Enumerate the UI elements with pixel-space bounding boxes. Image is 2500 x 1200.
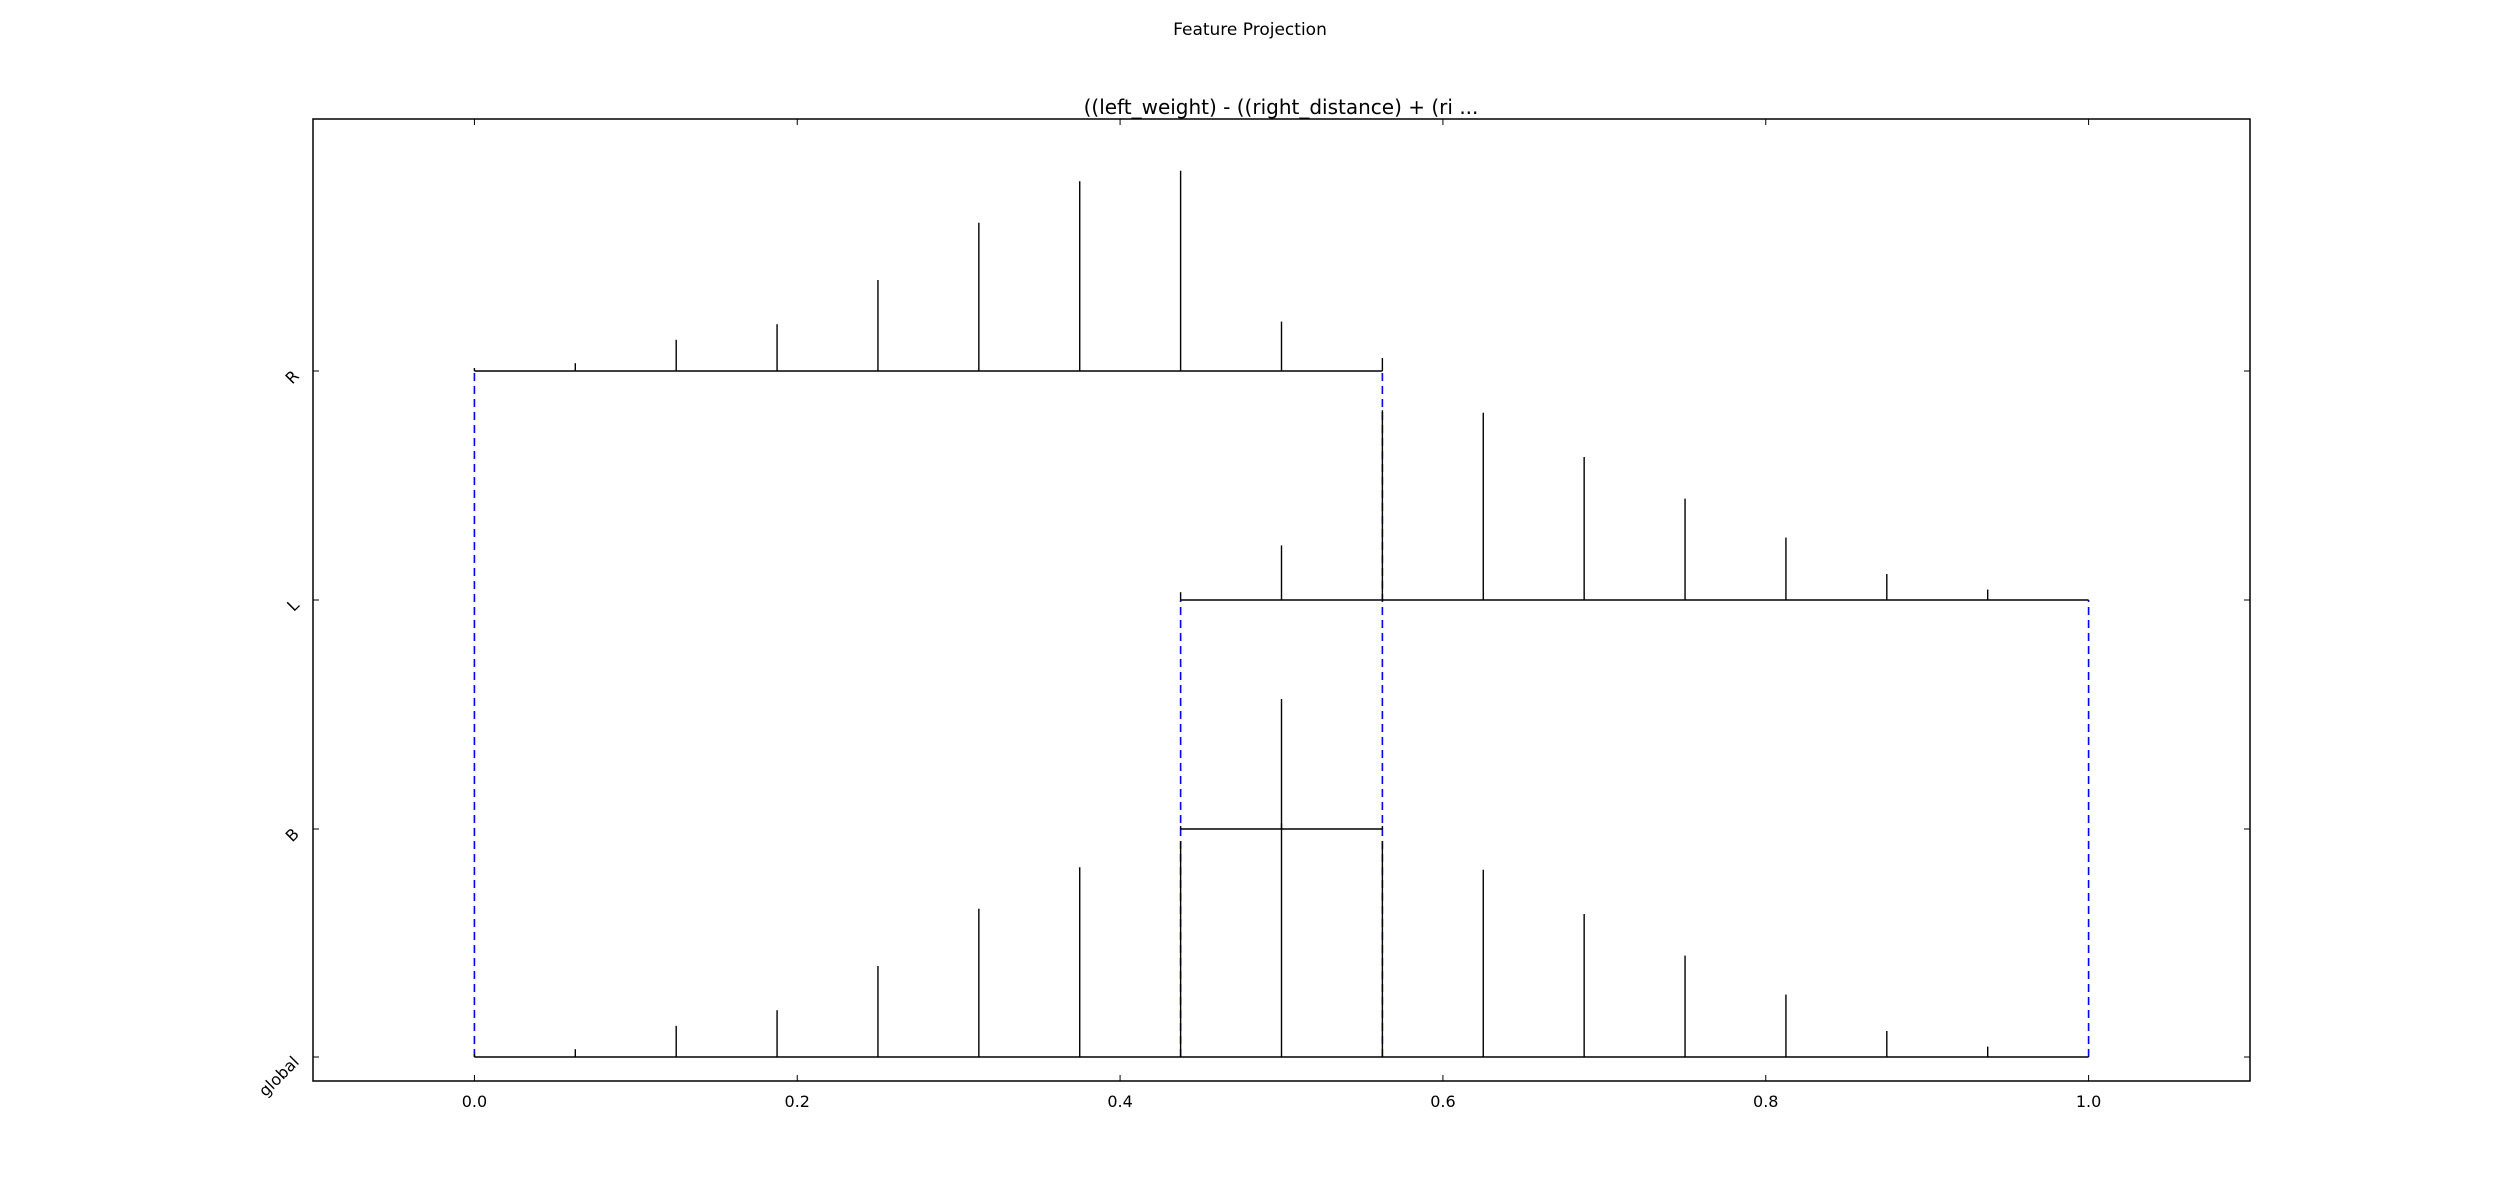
x-tick-label: 0.8 [1753,1092,1778,1111]
x-axis: 0.0 0.2 0.4 0.6 0.8 1.0 [462,119,2101,1111]
x-tick-label: 0.4 [1107,1092,1132,1111]
histogram-row-L [1179,410,2089,601]
x-tick-label: 1.0 [2076,1092,2101,1111]
figure-suptitle: Feature Projection [1173,20,1327,40]
y-axis: global B L R [255,366,2250,1100]
histogram-row-B [1179,699,1384,830]
chart-title: ((left_weight) - ((right_distance) + (ri… [1084,95,1479,119]
y-tick-label: B [282,824,303,845]
histogram-row-global [473,823,2089,1058]
histogram-rows [473,170,2089,1058]
y-tick-label: R [282,366,303,387]
x-tick-label: 0.2 [785,1092,810,1111]
y-tick-label: L [283,595,303,615]
x-tick-label: 0.6 [1430,1092,1455,1111]
x-tick-label: 0.0 [462,1092,487,1111]
histogram-row-R [473,170,1384,372]
y-tick-label: global [255,1052,303,1100]
